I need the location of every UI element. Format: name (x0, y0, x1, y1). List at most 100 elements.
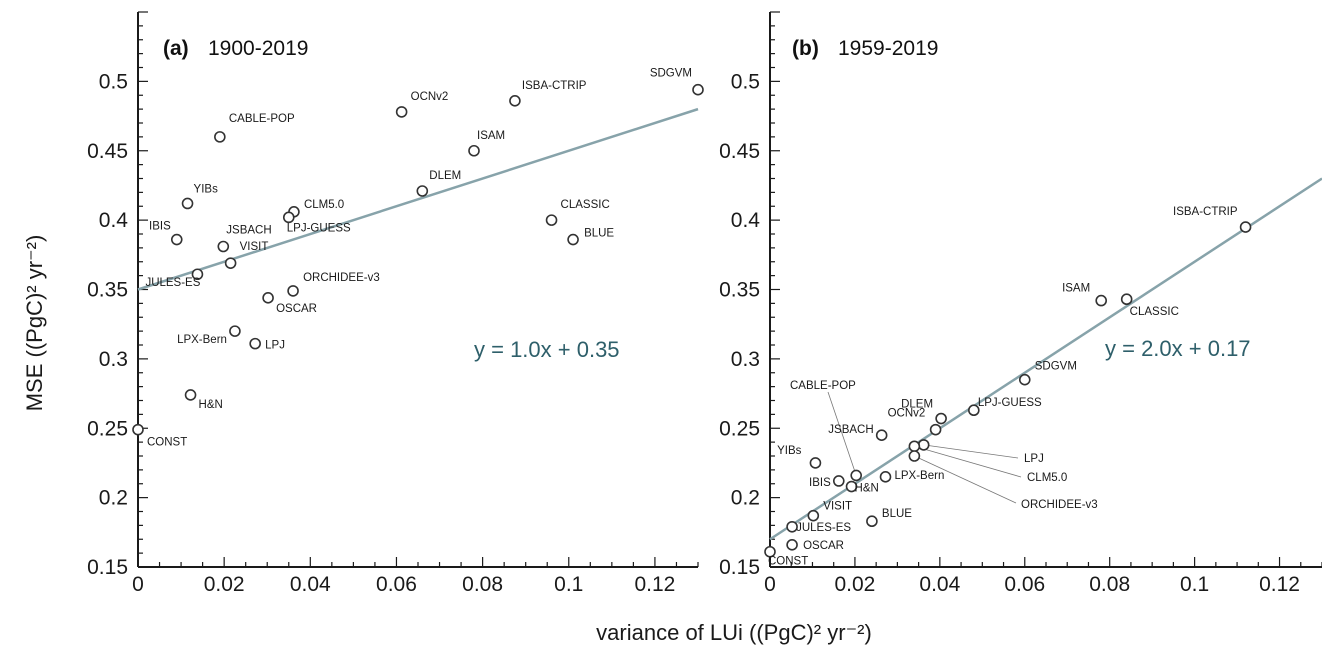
panel-b-fit-line (769, 177, 1322, 541)
panel-b-point-label: IBIS (809, 477, 831, 489)
panel-b-point (917, 439, 930, 451)
panel-b-point-label: OSCAR (803, 540, 844, 552)
panel-b-point-label: CONST (768, 556, 808, 568)
panel-a-x-tick-label: 0.12 (634, 573, 675, 596)
panel-b-tag: (b) (792, 37, 819, 60)
panel-b-point-label: SDGVM (1035, 361, 1077, 373)
panel-b-point (850, 469, 862, 482)
panel-a-y-tick-label: 0.25 (87, 417, 128, 440)
panel-a-point (282, 211, 295, 224)
panel-b-point-label: CABLE-POP (790, 380, 856, 392)
panel-a-point-label: ISBA-CTRIP (522, 80, 587, 92)
panel-b-y-tick-label: 0.5 (731, 70, 760, 93)
panel-a-period: 1900-2019 (208, 37, 308, 60)
panel-a-point-label: CLASSIC (561, 199, 610, 211)
panel-b-point (968, 404, 980, 417)
panel-b-y-tick-label: 0.15 (719, 556, 760, 579)
panel-a-x-tick-label: 0.06 (376, 573, 417, 596)
panel-b-point (845, 480, 858, 493)
panel-a-point (567, 233, 579, 246)
panel-a-point (132, 423, 144, 436)
y-axis-title: MSE ((PgC)² yr⁻²) (22, 235, 47, 412)
panel-a-point-label: OCNv2 (411, 91, 449, 103)
panel-a-point-label: CABLE-POP (229, 113, 295, 125)
panel-a-point (214, 131, 226, 143)
x-axis-title: variance of LUi ((PgC)² yr⁻²) (596, 620, 872, 645)
panel-b-point (809, 457, 822, 469)
panel-b-point (908, 440, 921, 453)
panel-b-leader-line (914, 445, 1022, 478)
panel-b-x-tick-label: 0 (764, 573, 776, 596)
panel-b-point (786, 538, 798, 551)
panel-a-point (468, 144, 480, 157)
panel-b-y-tick-label: 0.3 (731, 348, 760, 371)
panel-b-point (908, 450, 921, 462)
panel-a-tag: (a) (163, 37, 189, 60)
panel-a-point-label: JULES-ES (145, 277, 200, 289)
panel-a-point-label: LPJ-GUESS (287, 222, 351, 234)
panel-a-point-label: OSCAR (276, 303, 317, 315)
panel-a-point-label: IBIS (149, 221, 171, 233)
panel-a-point (545, 214, 558, 226)
panel-b-point-label: JSBACH (828, 424, 873, 436)
panel-b-x-tick-label: 0.02 (834, 573, 875, 596)
panel-b-x-tick-label: 0.06 (1004, 573, 1045, 596)
panel-a-fit-equation: y = 1.0x + 0.35 (474, 337, 620, 362)
panel-b-point (832, 475, 845, 487)
panel-b-point-label: ISAM (1062, 283, 1090, 295)
panel-a-y-tick-label: 0.2 (99, 487, 128, 510)
panel-a-point (181, 197, 194, 210)
panel-b-point (1095, 294, 1107, 307)
panel-b-point-label: VISIT (823, 501, 852, 513)
panel-b-point-label: CLASSIC (1130, 306, 1179, 318)
panel-b-point (807, 509, 820, 522)
panel-b-point-label: LPX-Bern (894, 470, 944, 482)
panel-b-point-label: LPJ-GUESS (978, 397, 1042, 409)
panel-b-point-label: DLEM (901, 399, 933, 411)
panel-b-point (866, 515, 878, 528)
panel-b-period: 1959-2019 (838, 37, 938, 60)
panel-a: (a) 1900-2019 0.15 0.2 0.25 0.3 0.35 0.4 0.45 0… (87, 11, 704, 596)
panel-a-y-tick-label: 0.3 (99, 348, 128, 371)
panel-a-point-label: SDGVM (650, 68, 692, 80)
panel-b-point (786, 520, 798, 533)
panel-b-leader-line (914, 455, 1017, 504)
panel-b-point-label: BLUE (882, 508, 912, 520)
panel-a-point-label: BLUE (584, 228, 614, 240)
panel-b-point (935, 412, 947, 425)
panel-b-y-tick-label: 0.4 (731, 209, 761, 232)
panel-b-point-label: LPJ (1024, 453, 1044, 465)
panel-b-point-label: CLM5.0 (1027, 472, 1067, 484)
panel-b-x-tick-label: 0.1 (1180, 573, 1209, 596)
panel-a-x-tick-label: 0.04 (290, 573, 331, 596)
panel-a-x-tick-label: 0 (132, 573, 144, 596)
panel-a-x-tick-label: 0.1 (554, 573, 583, 596)
panel-a-point-label: YIBs (194, 183, 219, 195)
panel-b-y-tick-label: 0.45 (719, 140, 760, 163)
panel-b-leader-line (827, 391, 857, 476)
panel-a-point-label: LPX-Bern (177, 334, 227, 346)
panel-b-point-label: YIBs (777, 445, 802, 457)
panel-b-point-label: H&N (855, 483, 879, 495)
panel-b-y-tick-label: 0.2 (731, 487, 760, 510)
panel-a-y-tick-label: 0.35 (87, 279, 128, 302)
panel-a-point-label: DLEM (429, 170, 461, 182)
panel-b-point-label: ORCHIDEE-v3 (1021, 499, 1098, 511)
panel-b-point-label: JULES-ES (796, 522, 851, 534)
panel-a-point (287, 285, 299, 297)
panel-a-y-tick-label: 0.5 (99, 70, 128, 93)
panel-a-y-tick-label: 0.4 (99, 209, 129, 232)
panel-b-point (929, 423, 942, 436)
panel-b-point (875, 429, 888, 441)
panel-a-point (249, 337, 261, 350)
panel-a-point-label: CLM5.0 (304, 199, 344, 211)
panel-b-point (879, 471, 892, 483)
panel-b-fit-equation: y = 2.0x + 0.17 (1105, 336, 1251, 361)
panel-b-x-tick-label: 0.04 (919, 573, 960, 596)
panel-b-leader-line (923, 444, 1019, 459)
panel-b-y-tick-label: 0.35 (719, 279, 760, 302)
panel-b-x-tick-label: 0.12 (1259, 573, 1300, 596)
panel-a-y-tick-label: 0.15 (87, 556, 128, 579)
panel-a-point-label: LPJ (265, 340, 285, 352)
panel-b: (b) 1959-2019 0.15 0.2 0.25 0.3 0.35 0.4 0.45 0… (719, 11, 1322, 596)
